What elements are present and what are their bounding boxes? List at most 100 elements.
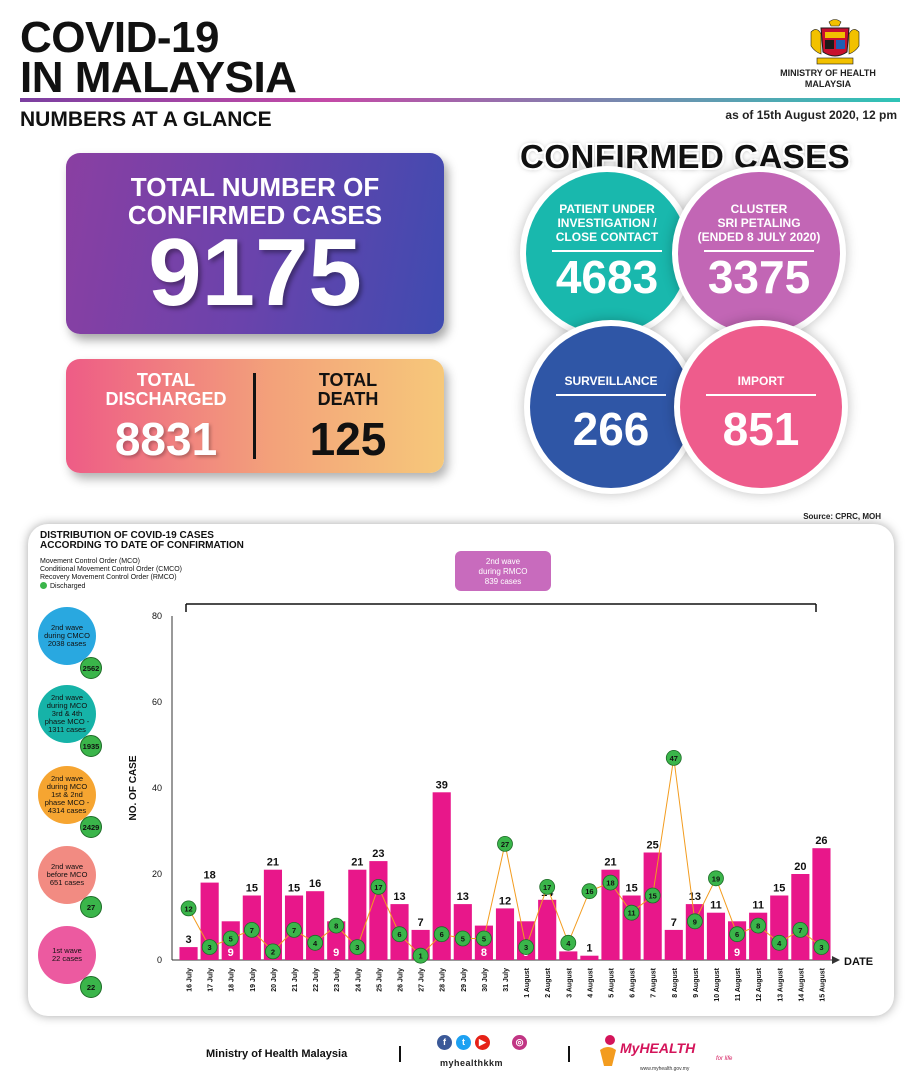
y-tick-label: 80 bbox=[152, 611, 162, 621]
wave-bubble: 2nd wave during MCO 1st & 2nd phase MCO - 4… bbox=[38, 766, 96, 824]
discharged-marker bbox=[497, 835, 513, 852]
x-tick-label: 4 August bbox=[587, 967, 594, 997]
footer-divider bbox=[568, 1046, 570, 1062]
circle-import-label: IMPORT bbox=[737, 374, 785, 388]
bar-value-label: 13 bbox=[689, 891, 701, 903]
x-tick-label: 13 August bbox=[777, 967, 784, 1001]
circle-cluster-label: CLUSTER SRI PETALING (ENDED 8 JULY 2020) bbox=[678, 202, 840, 244]
wave-badge: 1935 bbox=[80, 735, 102, 757]
wave-bubble-text: 22 cases bbox=[51, 954, 83, 963]
discharged-value: 8831 bbox=[114, 413, 218, 465]
bar-value-label: 23 bbox=[372, 848, 384, 860]
discharged-value-label: 27 bbox=[501, 840, 509, 849]
title-line-1: COVID-19 bbox=[20, 13, 219, 62]
x-tick-label: 6 August bbox=[630, 967, 637, 997]
discharged-value-label: 4 bbox=[313, 939, 318, 948]
x-tick-label: 11 August bbox=[735, 967, 742, 1001]
circle-rule bbox=[552, 250, 662, 252]
x-tick-label: 25 July bbox=[376, 968, 383, 992]
x-axis-arrow-icon bbox=[832, 956, 840, 964]
x-tick-label: 7 August bbox=[651, 967, 658, 997]
wave-badge: 27 bbox=[80, 896, 102, 918]
bar bbox=[559, 951, 578, 960]
myhealth-brand: MyHEALTH bbox=[620, 1040, 696, 1056]
circle-cluster-line-3: (ENDED 8 JULY 2020) bbox=[697, 230, 821, 244]
discharged-value-label: 1 bbox=[419, 952, 423, 961]
rmco-note-line-3: 839 cases bbox=[484, 577, 522, 586]
ministry-line-2: MALAYSIA bbox=[804, 79, 852, 89]
circle-pui-line-1: PATIENT UNDER bbox=[559, 202, 655, 216]
myhealth-tagline: for life bbox=[716, 1056, 733, 1062]
discharged-marker bbox=[201, 939, 218, 956]
total-confirmed-label: TOTAL NUMBER OF CONFIRMED CASES bbox=[66, 173, 444, 229]
confirmed-cases-title: CONFIRMED CASES bbox=[520, 138, 851, 175]
discharged-label-2: DISCHARGED bbox=[105, 389, 227, 409]
x-tick-label: 19 July bbox=[250, 968, 257, 992]
circle-cluster-sri-petaling: CLUSTER SRI PETALING (ENDED 8 JULY 2020)… bbox=[678, 172, 840, 334]
discharged-marker bbox=[286, 921, 302, 938]
rmco-note-line-2: during RMCO bbox=[478, 567, 528, 576]
discharged-marker bbox=[750, 917, 767, 934]
legend-discharged-label: Discharged bbox=[50, 583, 86, 590]
instagram-icon[interactable]: ◎ bbox=[512, 1035, 527, 1050]
discharged-value-label: 3 bbox=[208, 943, 212, 952]
discharged-marker bbox=[349, 939, 366, 956]
bar-value-label: 15 bbox=[625, 883, 637, 895]
x-tick-label: 20 July bbox=[271, 968, 278, 992]
x-tick-label: 28 July bbox=[440, 968, 447, 992]
chart-panel-title: DISTRIBUTION OF COVID-19 CASES ACCORDING… bbox=[40, 531, 244, 551]
legend-item-mco: Movement Control Order (MCO) bbox=[40, 558, 140, 565]
discharged-marker bbox=[560, 934, 577, 951]
bar-value-label: 1 bbox=[586, 943, 592, 955]
total-confirmed-value: 9175 bbox=[148, 219, 362, 326]
total-confirmed-card: TOTAL NUMBER OF CONFIRMED CASES 9175 bbox=[66, 153, 444, 334]
bar-value-label: 9 bbox=[333, 947, 339, 959]
x-tick-label: 5 August bbox=[608, 967, 615, 997]
card-divider bbox=[253, 373, 256, 459]
discharged-dot-icon bbox=[40, 582, 47, 589]
legend-item-rmco: Recovery Movement Control Order (RMCO) bbox=[40, 574, 177, 581]
wave-bubble: 1st wave 22 cases bbox=[38, 926, 96, 984]
discharged-marker bbox=[412, 947, 429, 964]
wave-bubble: 2nd wave during CMCO 2038 cases bbox=[38, 607, 96, 665]
discharged-value-label: 3 bbox=[819, 943, 823, 952]
myhealth-url[interactable]: www.myhealth.gov.my bbox=[640, 1066, 690, 1072]
discharged-death-card: TOTAL DISCHARGED 8831 TOTAL DEATH 125 bbox=[66, 359, 444, 473]
wave-bubble-text: 651 cases bbox=[49, 878, 85, 887]
discharged-value-label: 11 bbox=[628, 909, 636, 918]
x-tick-label: 2 August bbox=[545, 967, 552, 997]
discharged-value-label: 9 bbox=[693, 917, 697, 926]
discharged-section: TOTAL DISCHARGED 8831 bbox=[76, 371, 256, 466]
page-subtitle: NUMBERS AT A GLANCE bbox=[20, 108, 272, 131]
bar-value-label: 13 bbox=[457, 891, 469, 903]
discharged-value-label: 6 bbox=[397, 930, 401, 939]
bar-value-label: 15 bbox=[288, 883, 300, 895]
total-confirmed-label-1: TOTAL NUMBER OF bbox=[130, 172, 380, 202]
bar bbox=[538, 899, 557, 960]
discharged-marker bbox=[623, 904, 640, 921]
bar-value-label: 13 bbox=[393, 891, 405, 903]
discharged-value-label: 12 bbox=[184, 904, 192, 913]
bar-value-label: 3 bbox=[185, 934, 191, 946]
circle-rule bbox=[704, 250, 814, 252]
circle-pui-line-2: INVESTIGATION / bbox=[557, 216, 657, 230]
wave-bubble-text: 1st & 2nd bbox=[51, 790, 83, 799]
bar-value-label: 21 bbox=[351, 857, 363, 869]
wave-bubble-text: 2nd wave bbox=[50, 693, 84, 702]
wave-bubble: 2nd wave during MCO 3rd & 4th phase MCO - 1… bbox=[38, 685, 96, 743]
wave-bubble: 2nd wave before MCO 651 cases bbox=[38, 846, 96, 904]
twitter-icon[interactable]: t bbox=[456, 1035, 471, 1050]
bar bbox=[580, 955, 599, 960]
footer-ministry: Ministry of Health Malaysia bbox=[206, 1048, 348, 1060]
chart-panel-title-2: ACCORDING TO DATE OF CONFIRMATION bbox=[40, 540, 244, 551]
bar-value-label: 25 bbox=[647, 840, 659, 852]
social-handle[interactable]: myhealthkkm bbox=[440, 1058, 504, 1068]
bar-value-label: 15 bbox=[246, 883, 258, 895]
title-divider bbox=[20, 98, 900, 102]
facebook-icon[interactable]: f bbox=[437, 1035, 452, 1050]
youtube-icon[interactable]: ▶ bbox=[475, 1035, 490, 1050]
legend-item-cmco: Conditional Movement Control Order (CMCO… bbox=[40, 566, 182, 573]
bar bbox=[791, 874, 810, 960]
discharged-marker bbox=[581, 883, 598, 900]
x-tick-label: 12 August bbox=[756, 967, 763, 1001]
